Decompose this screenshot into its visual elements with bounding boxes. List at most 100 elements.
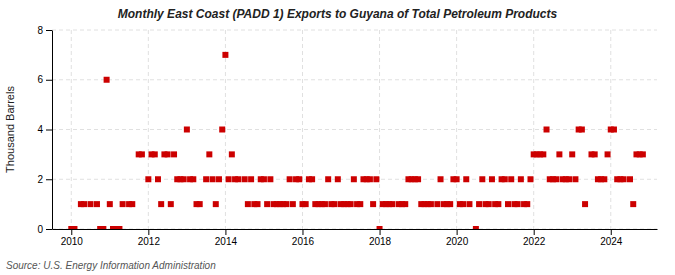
point — [505, 201, 511, 207]
point — [248, 176, 254, 182]
y-tick: 6 — [37, 74, 52, 85]
point — [592, 151, 598, 157]
x-tick-mark — [225, 229, 226, 235]
x-axis: 2010 2012 2014 2016 2018 2020 2022 2024 — [53, 229, 658, 247]
point — [486, 201, 492, 207]
point — [222, 52, 228, 58]
x-tick-label: 2024 — [600, 236, 623, 247]
point — [348, 201, 354, 207]
point — [190, 176, 196, 182]
x-tick-mark — [534, 229, 535, 235]
x-tick: 2018 — [369, 229, 392, 247]
point — [71, 226, 77, 229]
point — [171, 151, 177, 157]
x-grid-line — [148, 30, 149, 229]
points — [68, 52, 646, 229]
y-tick-label: 0 — [37, 224, 43, 235]
point — [579, 127, 585, 133]
point — [216, 176, 222, 182]
point — [447, 201, 453, 207]
point — [197, 201, 203, 207]
point — [245, 201, 251, 207]
point — [544, 127, 550, 133]
y-grid-line — [52, 79, 657, 80]
y-axis-line — [52, 31, 53, 230]
y-tick-mark — [46, 130, 52, 131]
point — [389, 201, 395, 207]
x-tick-label: 2018 — [369, 236, 392, 247]
x-tick-label: 2010 — [61, 236, 84, 247]
y-tick-label: 2 — [37, 174, 43, 185]
point — [129, 201, 135, 207]
y-tick-mark — [46, 179, 52, 180]
point — [309, 176, 315, 182]
point — [460, 201, 466, 207]
y-grid-line — [52, 30, 657, 31]
point — [605, 151, 611, 157]
point — [88, 201, 94, 207]
point — [264, 201, 270, 207]
point — [640, 151, 646, 157]
grid — [52, 30, 657, 229]
point — [572, 176, 578, 182]
x-tick: 2020 — [446, 229, 469, 247]
point — [139, 151, 145, 157]
x-tick-label: 2012 — [138, 236, 161, 247]
point — [229, 151, 235, 157]
point — [473, 226, 479, 229]
point — [332, 201, 338, 207]
point — [357, 201, 363, 207]
point — [402, 201, 408, 207]
x-tick-label: 2022 — [523, 236, 546, 247]
x-grid-line — [302, 30, 303, 229]
x-tick-label: 2014 — [215, 236, 238, 247]
x-grid-line — [456, 30, 457, 229]
point — [466, 201, 472, 207]
point — [508, 176, 514, 182]
x-tick-mark — [380, 229, 381, 235]
x-tick-mark — [302, 229, 303, 235]
y-grid-line — [52, 129, 657, 130]
point — [81, 201, 87, 207]
y-tick: 0 — [37, 224, 52, 235]
point — [515, 201, 521, 207]
point — [184, 127, 190, 133]
point — [335, 176, 341, 182]
point — [370, 201, 376, 207]
point — [203, 176, 209, 182]
point — [267, 176, 273, 182]
point — [377, 226, 383, 229]
point — [261, 176, 267, 182]
point — [107, 201, 113, 207]
point — [145, 176, 151, 182]
point — [479, 176, 485, 182]
point — [518, 176, 524, 182]
point — [296, 176, 302, 182]
x-tick: 2024 — [600, 229, 623, 247]
point — [582, 201, 588, 207]
x-axis-line — [53, 229, 658, 230]
point — [287, 176, 293, 182]
point — [438, 176, 444, 182]
point — [611, 127, 617, 133]
point — [213, 201, 219, 207]
y-tick-mark — [46, 80, 52, 81]
point — [152, 151, 158, 157]
y-tick-label: 4 — [37, 124, 43, 135]
y-tick-label: 8 — [37, 25, 43, 36]
x-tick: 2010 — [61, 229, 84, 247]
x-tick-mark — [148, 229, 149, 235]
x-grid-line — [71, 30, 72, 229]
y-tick-label: 6 — [37, 74, 43, 85]
point — [255, 201, 261, 207]
point — [502, 176, 508, 182]
point — [428, 201, 434, 207]
point — [181, 176, 187, 182]
point — [325, 176, 331, 182]
point — [116, 226, 122, 229]
point — [489, 176, 495, 182]
plot: 2010 2012 2014 2016 2018 2020 2022 2024 0 2 4 6 8 — [37, 25, 657, 247]
x-tick: 2016 — [292, 229, 315, 247]
point — [100, 226, 106, 229]
x-tick-label: 2016 — [292, 236, 315, 247]
